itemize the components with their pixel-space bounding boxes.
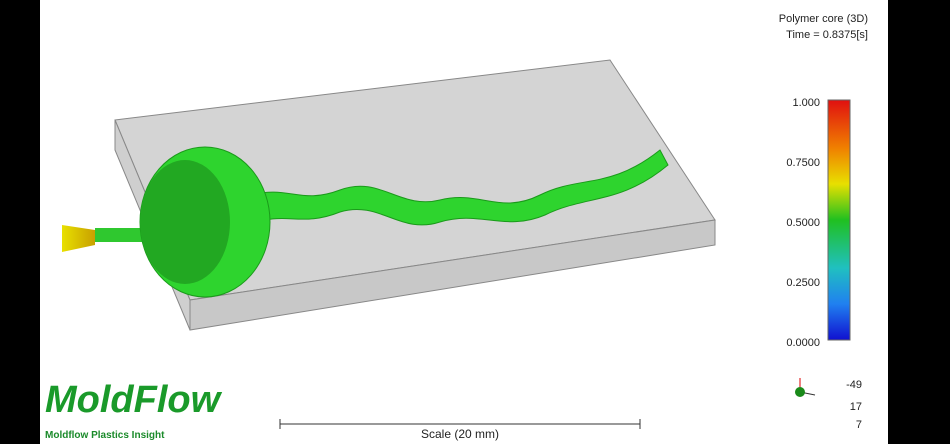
viewport: Polymer core (3D) Time = 0.8375[s] 1.000… — [0, 0, 950, 444]
view-angle: 7 — [856, 419, 862, 431]
left-bar — [0, 0, 40, 444]
result-title: Polymer core (3D) — [779, 13, 868, 25]
logo: MoldFlow — [45, 379, 223, 421]
axis-origin — [795, 387, 805, 397]
color-label: 0.5000 — [786, 217, 820, 229]
right-bar — [888, 0, 950, 444]
gate-face — [140, 160, 230, 284]
color-label: 0.0000 — [786, 337, 820, 349]
result-time: Time = 0.8375[s] — [786, 29, 868, 41]
color-label: 0.7500 — [786, 157, 820, 169]
color-bar — [828, 100, 850, 340]
color-label: 0.2500 — [786, 277, 820, 289]
view-angle: -49 — [846, 379, 862, 391]
scale-label: Scale (20 mm) — [421, 427, 499, 441]
color-label: 1.000 — [792, 97, 820, 109]
logo-subtitle: Moldflow Plastics Insight — [45, 430, 165, 441]
view-angle: 17 — [850, 401, 862, 413]
page: Polymer core (3D) Time = 0.8375[s] 1.000… — [0, 0, 950, 444]
